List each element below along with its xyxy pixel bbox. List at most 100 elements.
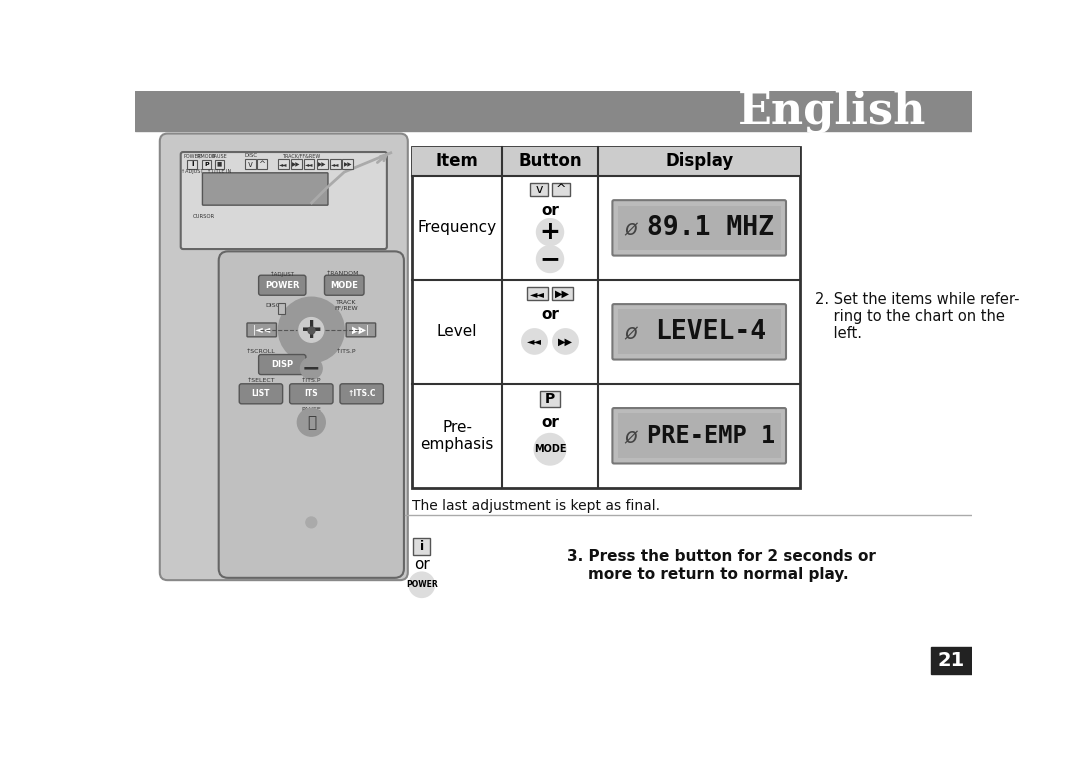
Text: ITS: ITS [305, 389, 319, 398]
FancyBboxPatch shape [303, 160, 314, 169]
FancyBboxPatch shape [258, 275, 306, 295]
FancyBboxPatch shape [289, 384, 333, 404]
Text: Pre-
emphasis: Pre- emphasis [420, 420, 494, 452]
Text: ▶▶: ▶▶ [555, 289, 570, 299]
Text: LEVEL-4: LEVEL-4 [656, 319, 767, 345]
Text: ↑ADJUST: ↑ADJUST [181, 169, 203, 174]
Text: 21: 21 [937, 651, 964, 670]
Text: TRACK: TRACK [336, 299, 356, 305]
Text: PAUSE: PAUSE [301, 407, 321, 412]
Text: TRACK/FF&REW: TRACK/FF&REW [283, 154, 321, 158]
Circle shape [306, 517, 316, 527]
Text: MODE: MODE [329, 280, 357, 290]
Text: ■: ■ [217, 162, 222, 167]
Text: ø: ø [624, 220, 636, 239]
Circle shape [537, 219, 563, 245]
Text: ↑RANDOM: ↑RANDOM [325, 271, 359, 276]
Text: ↑ITS.C: ↑ITS.C [348, 389, 376, 398]
FancyBboxPatch shape [160, 134, 408, 580]
Circle shape [535, 434, 566, 464]
Text: ↑ITS.P: ↑ITS.P [336, 349, 356, 354]
Text: ◄◄: ◄◄ [305, 162, 313, 167]
Circle shape [279, 298, 343, 363]
FancyBboxPatch shape [324, 275, 364, 295]
Text: ▶▶: ▶▶ [343, 162, 352, 167]
Bar [413, 147, 800, 488]
Text: |◄◄: |◄◄ [253, 325, 271, 335]
Text: DISP: DISP [271, 360, 294, 369]
Text: ◄◄: ◄◄ [279, 162, 287, 167]
Bar [931, 647, 972, 674]
FancyBboxPatch shape [612, 304, 786, 359]
Text: PAUSE: PAUSE [212, 154, 228, 159]
FancyBboxPatch shape [530, 183, 548, 196]
Text: ↑SCROLL: ↑SCROLL [246, 349, 275, 354]
Bar [618, 205, 781, 250]
Text: −: − [540, 247, 561, 271]
Text: DISC: DISC [265, 302, 280, 308]
Text: Item: Item [435, 152, 478, 170]
FancyBboxPatch shape [316, 160, 327, 169]
Text: ▶▶: ▶▶ [318, 162, 326, 167]
FancyBboxPatch shape [278, 160, 288, 169]
Text: DISC: DISC [245, 154, 258, 158]
Text: P: P [545, 392, 555, 406]
Text: POWER: POWER [184, 154, 201, 159]
Bar [135, 91, 972, 131]
FancyBboxPatch shape [218, 252, 404, 578]
Text: +: + [540, 220, 561, 244]
FancyBboxPatch shape [180, 152, 387, 249]
Text: i: i [191, 161, 193, 167]
Text: ø: ø [624, 427, 636, 448]
Text: LIST: LIST [252, 389, 270, 398]
FancyBboxPatch shape [202, 173, 328, 205]
Text: ⏸: ⏸ [307, 415, 315, 430]
Circle shape [297, 408, 325, 436]
Text: or: or [414, 557, 430, 572]
FancyBboxPatch shape [245, 160, 256, 169]
Circle shape [553, 329, 578, 353]
Text: MODE: MODE [534, 445, 566, 454]
FancyBboxPatch shape [612, 408, 786, 464]
Text: ▶▶|: ▶▶| [352, 325, 370, 335]
Text: The last adjustment is kept as final.: The last adjustment is kept as final. [413, 499, 661, 512]
FancyBboxPatch shape [202, 160, 211, 169]
Text: Level: Level [436, 325, 477, 339]
Text: 2. Set the items while refer-
    ring to the chart on the
    left.: 2. Set the items while refer- ring to th… [815, 292, 1020, 341]
Text: PRE-EMP 1: PRE-EMP 1 [647, 424, 775, 448]
FancyBboxPatch shape [342, 160, 353, 169]
FancyBboxPatch shape [257, 160, 267, 169]
FancyBboxPatch shape [540, 391, 559, 407]
Text: CURSOR: CURSOR [193, 214, 215, 220]
FancyBboxPatch shape [612, 200, 786, 255]
Text: ◄◄: ◄◄ [530, 289, 545, 299]
Text: ^: ^ [258, 160, 266, 169]
FancyBboxPatch shape [279, 302, 285, 314]
Text: Button: Button [518, 152, 582, 170]
FancyBboxPatch shape [292, 160, 302, 169]
FancyBboxPatch shape [552, 183, 570, 196]
Text: 89.1 MHZ: 89.1 MHZ [647, 215, 774, 241]
Bar [618, 309, 781, 354]
FancyBboxPatch shape [240, 384, 283, 404]
FancyBboxPatch shape [247, 323, 276, 337]
Text: ^: ^ [555, 183, 566, 196]
Text: Display: Display [665, 152, 733, 170]
FancyBboxPatch shape [347, 323, 376, 337]
Text: ◄◄: ◄◄ [332, 162, 339, 167]
Text: ↑SELECT: ↑SELECT [246, 378, 275, 383]
Bar [413, 147, 800, 176]
FancyBboxPatch shape [258, 354, 306, 375]
Text: ◄◄: ◄◄ [527, 337, 542, 347]
FancyBboxPatch shape [340, 384, 383, 404]
Text: ↑ADJUST: ↑ADJUST [270, 271, 295, 277]
Text: +: + [299, 316, 323, 344]
Circle shape [409, 572, 434, 597]
Text: v: v [248, 160, 253, 169]
Text: ↑TITLE IN: ↑TITLE IN [207, 169, 231, 174]
Text: ▶▶: ▶▶ [558, 337, 573, 347]
Text: POWER: POWER [266, 280, 300, 290]
FancyBboxPatch shape [414, 538, 430, 555]
Text: P/MODE: P/MODE [197, 154, 216, 159]
Text: ø: ø [624, 323, 636, 344]
